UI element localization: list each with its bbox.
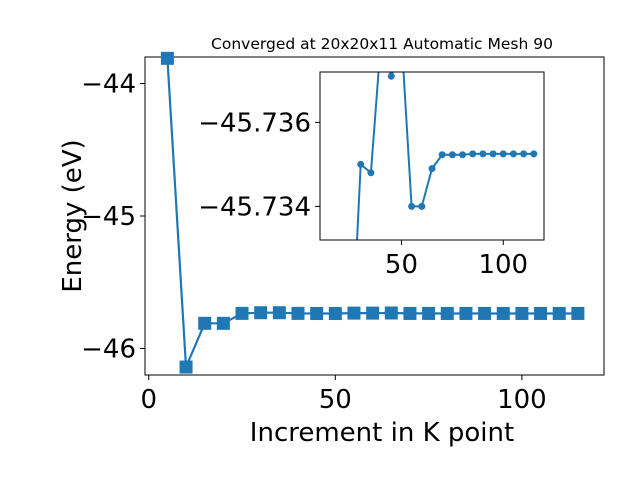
inset-data-point	[459, 151, 467, 159]
main-plot: Converged at 20x20x11 Automatic Mesh 90 …	[58, 35, 605, 448]
x-tick-label: 100	[497, 385, 547, 415]
inset-data-point	[367, 169, 375, 177]
data-point	[216, 316, 230, 330]
data-point	[384, 306, 398, 320]
data-point	[422, 306, 436, 320]
chart-title: Converged at 20x20x11 Automatic Mesh 90	[211, 35, 553, 53]
data-point	[235, 306, 249, 320]
data-point	[515, 306, 529, 320]
data-point	[571, 306, 585, 320]
inset-data-point	[509, 150, 517, 158]
data-point	[403, 306, 417, 320]
inset-data-point	[428, 165, 436, 173]
data-point	[440, 306, 454, 320]
x-tick-label: 0	[140, 385, 157, 415]
data-point	[179, 360, 193, 374]
inset-data-point	[418, 202, 426, 210]
inset-x-tick-label: 50	[385, 250, 418, 280]
inset-data-point	[479, 150, 487, 158]
y-tick-label: −46	[81, 335, 136, 365]
y-axis-ticks: −44 −45 −46	[81, 70, 145, 365]
x-tick-label: 50	[319, 385, 352, 415]
inset-data-point	[408, 202, 416, 210]
data-point	[552, 306, 566, 320]
inset-data-point	[438, 151, 446, 159]
inset-data-point	[530, 150, 538, 158]
inset-y-tick-label: −45.734	[198, 192, 311, 222]
x-axis-ticks: 0 50 100	[140, 375, 547, 415]
data-point	[534, 306, 548, 320]
inset-x-tick-label: 100	[478, 250, 528, 280]
x-axis-label: Increment in K point	[250, 418, 514, 448]
data-point	[272, 306, 286, 320]
inset-axes-frame	[319, 71, 545, 241]
inset-data-point	[347, 371, 354, 378]
main-series	[160, 51, 585, 374]
inset-data-point	[448, 151, 456, 159]
y-tick-label: −44	[81, 70, 136, 100]
inset-data-point	[520, 150, 528, 158]
data-point	[198, 316, 212, 330]
inset-x-axis-ticks: 50 100	[385, 240, 528, 280]
data-point	[160, 51, 174, 65]
inset-data-point	[489, 150, 497, 158]
data-point	[459, 306, 473, 320]
data-point	[478, 306, 492, 320]
inset-plot: 50 100 −45.736 −45.734	[198, 71, 545, 378]
y-axis-label: Energy (eV)	[58, 139, 88, 292]
inset-data-point	[387, 72, 395, 80]
data-point	[328, 307, 342, 321]
data-point	[496, 306, 510, 320]
inset-data-point	[469, 150, 477, 158]
data-point	[310, 307, 324, 321]
data-point	[291, 306, 305, 320]
data-point	[254, 306, 268, 320]
data-point	[347, 306, 361, 320]
inset-data-point	[499, 150, 507, 158]
y-tick-label: −45	[81, 202, 136, 232]
inset-background	[320, 72, 544, 240]
data-point	[366, 306, 380, 320]
inset-data-point	[357, 160, 365, 168]
inset-series	[347, 72, 538, 378]
inset-y-axis-ticks: −45.736 −45.734	[198, 108, 320, 222]
inset-y-tick-label: −45.736	[198, 108, 311, 138]
